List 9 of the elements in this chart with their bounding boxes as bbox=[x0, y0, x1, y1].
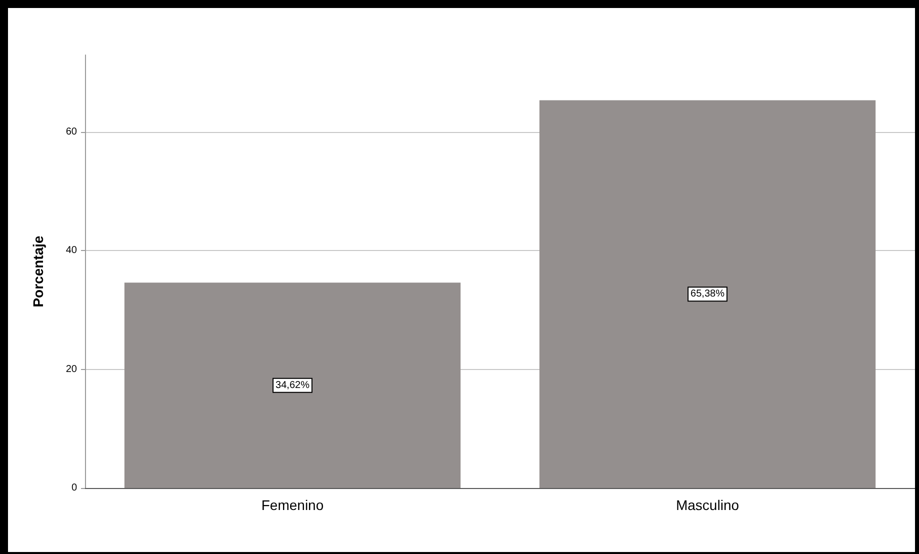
y-tick-label: 0 bbox=[71, 482, 78, 494]
data-label: 65,38% bbox=[690, 288, 725, 300]
data-label: 34,62% bbox=[276, 380, 310, 391]
y-axis-title: Porcentaje bbox=[30, 235, 46, 308]
x-tick-label: Masculino bbox=[676, 497, 740, 513]
y-tick-label: 40 bbox=[66, 245, 78, 256]
y-tick-label: 60 bbox=[66, 126, 78, 138]
y-tick-label: 20 bbox=[66, 364, 78, 375]
x-tick-label: Femenino bbox=[261, 497, 324, 513]
